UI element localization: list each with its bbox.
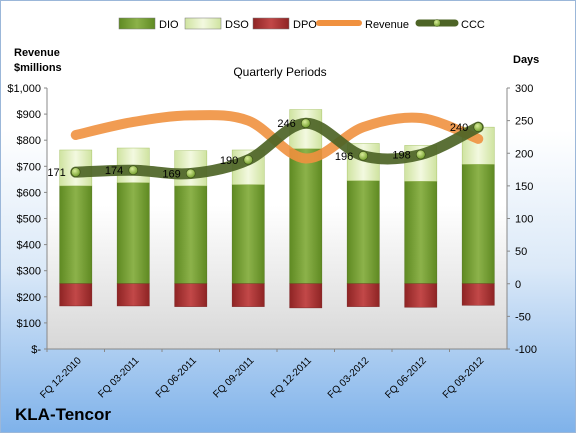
- legend-marker-ccc: [433, 19, 441, 27]
- left-tick-label: $900: [17, 109, 41, 121]
- legend-label-dio: DIO: [159, 19, 179, 31]
- x-tick-label: FQ 09-2011: [211, 355, 256, 400]
- x-tick-label: FQ 09-2012: [441, 355, 487, 401]
- ccc-point: [128, 165, 139, 176]
- company-name: KLA-Tencor: [15, 405, 112, 424]
- ccc-data-label: 196: [335, 151, 353, 163]
- legend-label-dpo: DPO: [293, 19, 317, 31]
- right-tick-label: 50: [515, 246, 527, 258]
- bar-dio: [404, 181, 438, 284]
- ccc-data-label: 198: [392, 150, 410, 162]
- ccc-data-label: 169: [162, 168, 180, 180]
- left-tick-label: $500: [17, 214, 41, 226]
- bar-dpo: [289, 283, 323, 309]
- ccc-point: [243, 154, 254, 165]
- bar-dpo: [59, 283, 93, 307]
- left-axis-label-line2: $millions: [14, 62, 62, 74]
- ccc-point: [300, 118, 311, 129]
- left-tick-label: $400: [17, 240, 41, 252]
- legend-swatch-dio: [118, 17, 156, 30]
- ccc-point: [473, 122, 484, 133]
- legend: DIO DSO DPO Revenue CCC: [118, 17, 485, 31]
- ccc-point: [185, 168, 196, 179]
- left-axis: $- $100 $200 $300 $400 $500 $600 $700 $800 $900 $1…: [7, 83, 48, 356]
- x-tick-label: FQ 06-2011: [154, 355, 199, 400]
- left-tick-label: $1,000: [7, 83, 41, 95]
- ccc-data-label: 190: [220, 155, 238, 167]
- left-axis-label-line1: Revenue: [14, 47, 60, 59]
- right-tick-label: 0: [515, 279, 521, 291]
- bar-dpo: [174, 283, 208, 307]
- right-tick-label: -50: [515, 311, 531, 323]
- bar-dio: [231, 184, 265, 285]
- right-tick-label: 250: [515, 116, 533, 128]
- right-tick-label: 100: [515, 214, 533, 226]
- x-tick-label: FQ 06-2012: [383, 355, 429, 401]
- left-tick-label: $300: [17, 266, 41, 278]
- left-tick-label: $700: [17, 161, 41, 173]
- left-tick-label: $-: [31, 344, 41, 356]
- right-tick-label: -100: [515, 344, 537, 356]
- legend-swatch-dso: [184, 17, 222, 30]
- x-tick-label: FQ 03-2011: [96, 355, 141, 400]
- ccc-point: [358, 151, 369, 161]
- ccc-point: [70, 167, 81, 178]
- ccc-data-label: 240: [450, 122, 468, 134]
- bar-dpo: [346, 283, 380, 307]
- left-tick-label: $800: [17, 135, 41, 147]
- bar-dpo: [231, 283, 265, 307]
- line-group: 171 174 169 190 246 196 198 240: [47, 110, 484, 180]
- right-axis-label: Days: [513, 54, 539, 66]
- right-tick-label: 200: [515, 148, 533, 160]
- x-tick-label: FQ 12-2011: [269, 355, 314, 400]
- ccc-point: [415, 149, 426, 160]
- left-tick-label: $600: [17, 187, 41, 199]
- right-tick-label: 150: [515, 181, 533, 193]
- chart-title: Quarterly Periods: [233, 65, 326, 79]
- legend-label-revenue: Revenue: [365, 19, 409, 31]
- legend-label-ccc: CCC: [461, 19, 485, 31]
- left-tick-label: $100: [17, 318, 41, 330]
- ccc-data-label: 246: [277, 118, 295, 130]
- legend-swatch-dpo: [252, 17, 290, 30]
- bar-dpo: [461, 283, 495, 306]
- bar-dpo: [116, 283, 150, 307]
- bar-dio: [346, 180, 380, 284]
- revenue-line: [70, 110, 484, 164]
- left-tick-label: $200: [17, 292, 41, 304]
- legend-label-dso: DSO: [225, 19, 249, 31]
- bar-dio: [116, 182, 150, 284]
- x-tick-label: FQ 12-2010: [38, 355, 84, 401]
- x-tick-label: FQ 03-2012: [326, 355, 372, 401]
- bar-dio: [174, 185, 208, 284]
- ccc-data-label: 171: [47, 167, 65, 179]
- bar-dpo: [404, 283, 438, 308]
- bar-dio: [289, 148, 323, 284]
- bar-dio: [59, 185, 93, 284]
- x-axis: FQ 12-2010 FQ 03-2011 FQ 06-2011 FQ 09-2011…: [38, 349, 487, 401]
- ccc-data-label: 174: [105, 165, 123, 177]
- right-tick-label: 300: [515, 83, 533, 95]
- bar-dio: [461, 164, 495, 284]
